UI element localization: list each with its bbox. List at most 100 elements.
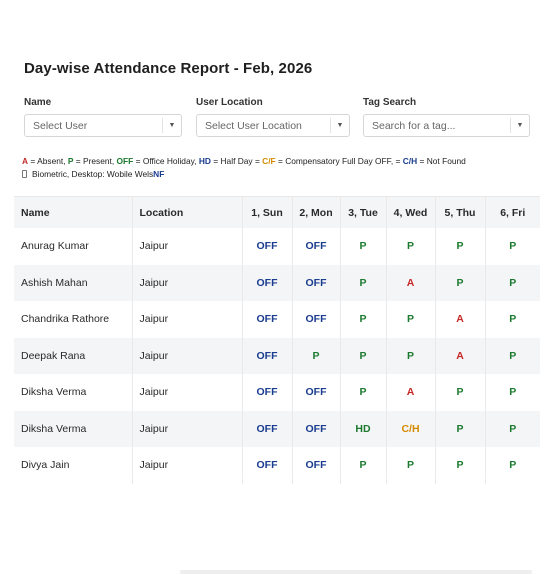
- attendance-status-cell: OFF: [242, 337, 293, 374]
- attendance-status-cell: P: [386, 447, 436, 484]
- attendance-status-cell: A: [386, 264, 436, 301]
- horizontal-scrollbar[interactable]: [180, 570, 532, 574]
- attendance-status-cell: OFF: [242, 410, 293, 447]
- legend-code-p: P: [67, 156, 74, 166]
- table-column-tail: [14, 468, 540, 478]
- table-body: Anurag Kumar Jaipur OFF OFF P P P P Ashish Mahan…: [14, 228, 540, 484]
- select-user-placeholder: Select User: [33, 119, 88, 132]
- attendance-status-cell: OFF: [292, 228, 341, 265]
- attendance-status-cell: OFF: [292, 374, 341, 411]
- attendance-status-cell: OFF: [242, 228, 293, 265]
- employee-name-cell: Ashish Mahan: [14, 264, 133, 301]
- table-row[interactable]: Diksha Verma Jaipur OFF OFF P A P P: [14, 374, 540, 411]
- attendance-status-cell: OFF: [242, 447, 293, 484]
- attendance-status-cell: P: [485, 264, 540, 301]
- attendance-status-cell: P: [509, 459, 517, 472]
- attendance-status-cell: P: [340, 301, 387, 338]
- employee-name-cell: Anurag Kumar: [14, 228, 133, 265]
- attendance-table: Name Location 1, Sun 2, Mon 3, Tue 4, Wed 5, T…: [14, 197, 540, 484]
- attendance-status-cell: P: [435, 447, 486, 484]
- attendance-status-cell: P: [435, 228, 486, 265]
- attendance-status-cell: P: [386, 337, 436, 374]
- legend-description: = Compensatory Full Day OFF, =: [275, 156, 403, 166]
- column-header[interactable]: 5, Thu: [435, 197, 486, 228]
- attendance-status-cell: A: [386, 374, 436, 411]
- legend-code-a: A: [22, 156, 29, 166]
- location-filter-label: User Location: [196, 97, 263, 108]
- table-row[interactable]: Ashish Mahan Jaipur OFF OFF P A P P: [14, 264, 540, 301]
- employee-name-cell: Deepak Rana: [14, 337, 133, 374]
- legend-description: = Present,: [73, 156, 117, 166]
- table-row[interactable]: Deepak Rana Jaipur OFF P P P A P: [14, 337, 540, 374]
- select-location-placeholder: Select User Location: [205, 119, 302, 132]
- attendance-status-cell: OFF: [242, 264, 293, 301]
- column-header[interactable]: 6, Fri: [485, 197, 540, 228]
- column-header[interactable]: 3, Tue: [340, 197, 387, 228]
- attendance-status-cell: P: [435, 410, 486, 447]
- tag-search-dropdown[interactable]: Search for a tag... ▼: [363, 114, 530, 137]
- attendance-status-cell: P: [340, 337, 387, 374]
- employee-name-cell: Chandrika Rathore: [14, 301, 133, 338]
- legend-description: = Not Found: [417, 156, 466, 166]
- legend-description: = Absent,: [28, 156, 68, 166]
- attendance-status-cell: OFF: [292, 264, 341, 301]
- column-header[interactable]: Location: [132, 197, 243, 228]
- attendance-status-cell: A: [435, 301, 486, 338]
- attendance-status-cell: P: [292, 337, 341, 374]
- tag-search-placeholder: Search for a tag...: [372, 119, 456, 132]
- chevron-down-icon[interactable]: ▼: [330, 118, 349, 133]
- select-user-dropdown[interactable]: Select User ▼: [24, 114, 182, 137]
- location-cell: Jaipur: [132, 374, 243, 411]
- table-row[interactable]: Anurag Kumar Jaipur OFF OFF P P P P: [14, 228, 540, 265]
- legend-description: = Half Day =: [210, 156, 263, 166]
- column-header[interactable]: 4, Wed: [386, 197, 436, 228]
- attendance-status-cell: OFF: [292, 301, 341, 338]
- attendance-status-cell: A: [435, 337, 486, 374]
- legend-code-cf: C/F: [262, 156, 276, 166]
- attendance-status-cell: OFF: [242, 374, 293, 411]
- legend-code-nf: NF: [153, 169, 165, 179]
- location-cell: Jaipur: [132, 264, 243, 301]
- column-header[interactable]: 2, Mon: [292, 197, 341, 228]
- status-legend: A = Absent, P = Present, OFF = Office Ho…: [22, 155, 466, 181]
- location-cell: Jaipur: [132, 410, 243, 447]
- attendance-status-cell: P: [509, 386, 517, 399]
- legend-code-hd: HD: [198, 156, 211, 166]
- employee-name-cell: Diksha Verma: [14, 410, 133, 447]
- legend-line-sources: Biometric, Desktop: Wobile WelsNF: [22, 168, 466, 181]
- attendance-status-cell: OFF: [292, 410, 341, 447]
- tag-search-label: Tag Search: [363, 97, 417, 108]
- legend-description: = Office Holiday,: [133, 156, 199, 166]
- attendance-table-container: Name Location 1, Sun 2, Mon 3, Tue 4, Wed 5, T…: [14, 196, 540, 484]
- employee-name-cell: Diksha Verma: [14, 374, 133, 411]
- chevron-down-icon[interactable]: ▼: [510, 118, 529, 133]
- chevron-down-icon[interactable]: ▼: [162, 118, 181, 133]
- table-row[interactable]: Divya Jain Jaipur OFF OFF P P P P: [14, 447, 540, 484]
- page-title: Day-wise Attendance Report - Feb, 2026: [24, 60, 313, 77]
- legend-code-off: OFF: [116, 156, 134, 166]
- select-location-dropdown[interactable]: Select User Location ▼: [196, 114, 350, 137]
- table-row[interactable]: Diksha Verma Jaipur OFF OFF HD C/H P P: [14, 410, 540, 447]
- attendance-status-cell: P: [340, 374, 387, 411]
- column-header[interactable]: 1, Sun: [242, 197, 293, 228]
- attendance-status-cell: P: [509, 240, 517, 253]
- attendance-status-cell: P: [435, 374, 486, 411]
- table-header-row: Name Location 1, Sun 2, Mon 3, Tue 4, Wed 5, T…: [14, 197, 540, 228]
- location-cell: Jaipur: [132, 228, 243, 265]
- phone-icon: [22, 170, 27, 178]
- legend-sources-text: Biometric, Desktop: Wobile Wels: [32, 169, 154, 179]
- location-cell: Jaipur: [132, 337, 243, 374]
- attendance-status-cell: P: [340, 447, 387, 484]
- legend-code-ch: C/H: [402, 156, 418, 166]
- column-header[interactable]: Name: [14, 197, 133, 228]
- attendance-status-cell: HD: [340, 410, 387, 447]
- attendance-status-cell: P: [435, 264, 486, 301]
- attendance-status-cell: P: [340, 228, 387, 265]
- table-row[interactable]: Chandrika Rathore Jaipur OFF OFF P P A P: [14, 301, 540, 338]
- legend-line-codes: A = Absent, P = Present, OFF = Office Ho…: [22, 155, 466, 168]
- attendance-status-cell: C/H: [386, 410, 436, 447]
- attendance-status-cell: P: [386, 228, 436, 265]
- location-cell: Jaipur: [132, 447, 243, 484]
- attendance-status-cell: OFF: [292, 447, 341, 484]
- location-cell: Jaipur: [132, 301, 243, 338]
